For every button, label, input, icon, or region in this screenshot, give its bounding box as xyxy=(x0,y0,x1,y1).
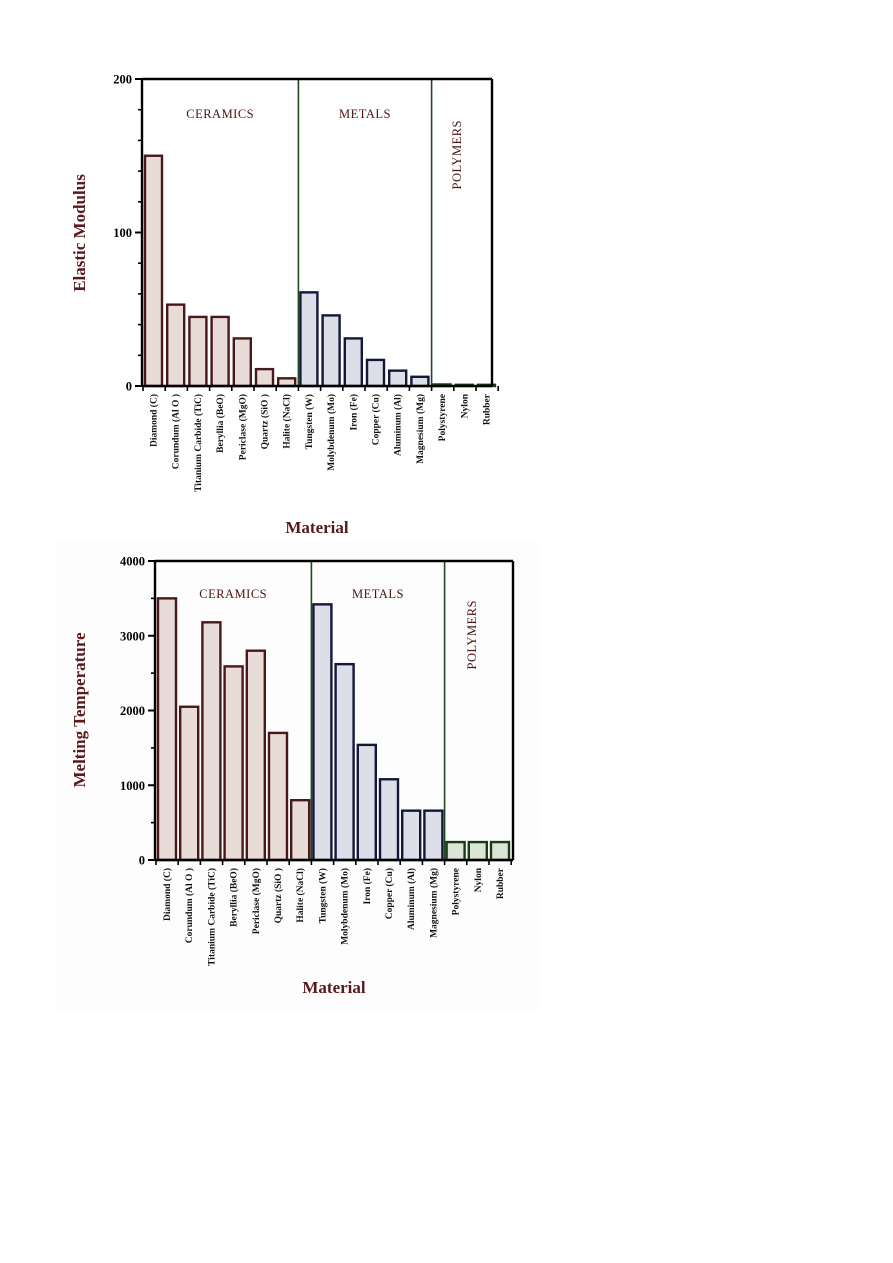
category-label: Periclase (MgO) xyxy=(251,868,262,934)
category-label: Iron (Fe) xyxy=(362,868,373,905)
category-label: Beryllia (BeO) xyxy=(229,868,240,927)
category-label: Aluminum (Al) xyxy=(393,394,404,456)
bar-13 xyxy=(410,375,430,388)
category-label: Titanium Carbide (TiC) xyxy=(193,394,204,492)
category-label: Titanium Carbide (TiC) xyxy=(206,868,217,966)
bar-5 xyxy=(245,649,267,862)
bar-2 xyxy=(178,705,200,862)
category-label: Nylon xyxy=(460,393,470,418)
category-label: Aluminum (Al) xyxy=(406,868,417,930)
category-label: Halite (NaCl) xyxy=(295,868,306,923)
category-label: Quartz (SiO ) xyxy=(273,868,284,923)
bar-10 xyxy=(356,743,377,862)
bar-7 xyxy=(289,799,311,862)
bar-4 xyxy=(210,315,230,388)
category-label: Corundum (Al O ) xyxy=(171,394,182,469)
category-label: Polystyrene xyxy=(452,868,462,915)
bar-4 xyxy=(223,665,244,862)
category-label: Tungsten (W) xyxy=(317,868,328,923)
category-label: Diamond (C) xyxy=(162,868,173,921)
bar-9 xyxy=(321,314,341,388)
bar-16 xyxy=(489,840,511,862)
bar-11 xyxy=(378,778,400,862)
category-label: Nylon xyxy=(474,867,484,892)
bar-1 xyxy=(156,597,178,862)
region-label-ceramics: CERAMICS xyxy=(186,107,254,121)
x-axis-title: Material xyxy=(302,978,366,997)
category-label: Diamond (C) xyxy=(149,394,160,447)
y-tick-label: 100 xyxy=(113,226,132,240)
bar-14 xyxy=(445,840,466,862)
bar-6 xyxy=(254,367,275,388)
bar-13 xyxy=(423,809,444,862)
category-label: Rubber xyxy=(483,393,493,425)
elastic-modulus-chart: 0 100 200 Diamond (C) Corundum (Al O ) Titani… xyxy=(55,60,525,540)
y-tick-label: 2000 xyxy=(120,704,145,718)
category-label: Molybdenum (Mo) xyxy=(340,868,351,945)
category-label: Magnesium (Mg) xyxy=(415,394,426,464)
bar-3 xyxy=(201,621,222,862)
y-tick-label: 4000 xyxy=(120,555,145,569)
bar-11 xyxy=(365,358,386,388)
bar-2 xyxy=(165,303,186,388)
region-label-metals: METALS xyxy=(339,107,391,121)
bar-12 xyxy=(401,809,422,862)
y-tick-label: 3000 xyxy=(120,629,145,643)
bar-8 xyxy=(299,291,319,388)
category-label: Rubber xyxy=(496,867,506,899)
category-label: Quartz (SiO ) xyxy=(260,394,271,449)
category-label: Periclase (MgO) xyxy=(237,394,248,460)
category-label: Corundum (Al O ) xyxy=(184,868,195,943)
category-label: Copper (Cu) xyxy=(371,394,382,445)
category-label: Beryllia (BeO) xyxy=(215,394,226,453)
category-label: Tungsten (W) xyxy=(304,394,315,449)
region-label-ceramics: CERAMICS xyxy=(199,587,267,601)
y-tick-label: 0 xyxy=(139,854,145,868)
bar-9 xyxy=(334,662,355,862)
category-label: Halite (NaCl) xyxy=(282,394,293,449)
melting-temperature-svg: 0 1000 2000 3000 4000 Diamond (C) Corundum (Al… xyxy=(70,555,515,997)
region-label-polymers: POLYMERS xyxy=(465,600,479,669)
bar-8 xyxy=(312,603,333,862)
bar-6 xyxy=(267,731,289,862)
y-tick-label: 1000 xyxy=(120,779,145,793)
category-label: Copper (Cu) xyxy=(384,868,395,919)
y-axis-title: Elastic Modulus xyxy=(70,174,89,292)
y-tick-label: 0 xyxy=(126,380,132,394)
y-axis-title: Melting Temperature xyxy=(70,632,89,787)
elastic-modulus-svg: 0 100 200 Diamond (C) Corundum (Al O ) Titani… xyxy=(70,73,500,537)
y-tick-label: 200 xyxy=(113,73,132,87)
category-label: Molybdenum (Mo) xyxy=(326,394,337,471)
x-axis-title: Material xyxy=(285,518,349,537)
category-label: Magnesium (Mg) xyxy=(428,868,439,938)
bar-3 xyxy=(188,315,208,388)
bar-5 xyxy=(232,337,253,388)
region-label-polymers: POLYMERS xyxy=(450,120,464,189)
category-label: Polystyrene xyxy=(438,394,448,441)
bar-10 xyxy=(343,337,363,388)
melting-temperature-chart: 0 1000 2000 3000 4000 Diamond (C) Corundum (Al… xyxy=(55,542,540,1010)
region-label-metals: METALS xyxy=(352,587,404,601)
category-label: Iron (Fe) xyxy=(348,394,359,431)
bar-15 xyxy=(467,840,488,862)
bar-12 xyxy=(388,369,408,388)
bar-1 xyxy=(143,154,164,388)
